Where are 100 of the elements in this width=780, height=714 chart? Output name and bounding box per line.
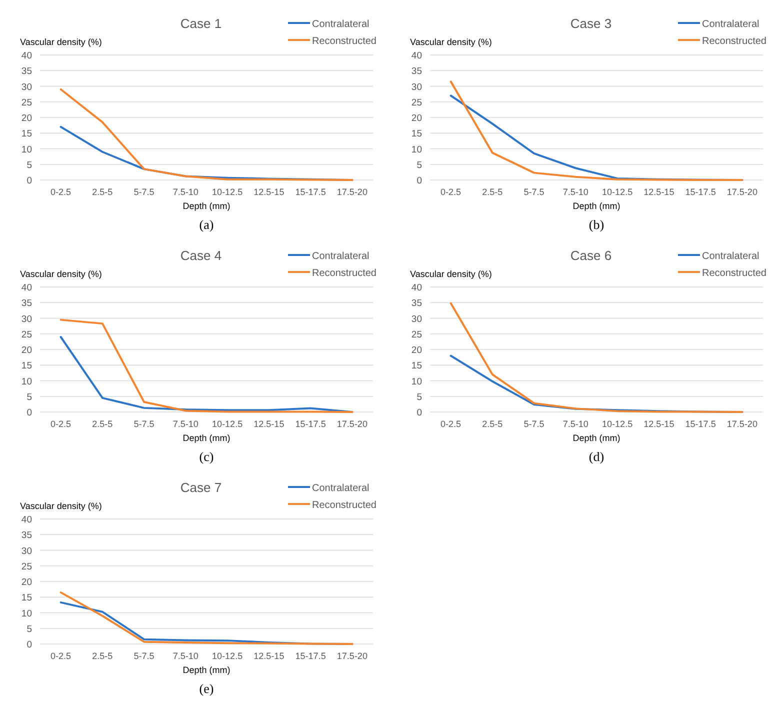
- y-tick-label: 10: [21, 144, 32, 156]
- x-tick-label: 15-17.5: [295, 187, 326, 197]
- y-tick-label: 5: [416, 160, 422, 171]
- y-axis-title: Vascular density (%): [20, 37, 102, 47]
- y-tick-label: 15: [411, 128, 422, 140]
- y-tick-label: 15: [21, 360, 32, 372]
- y-tick-label: 25: [21, 561, 32, 572]
- line-series: [60, 591, 354, 645]
- y-tick-label: 0: [26, 176, 32, 186]
- y-tick-label: 15: [21, 592, 32, 604]
- y-tick-label: 35: [21, 298, 32, 310]
- y-tick-label: 30: [411, 314, 422, 325]
- y-tick-label: 30: [411, 82, 422, 93]
- chart-title: Case 3: [570, 16, 612, 31]
- x-tick-label: 2.5-5: [482, 187, 503, 197]
- legend-label: Reconstructed: [312, 36, 376, 47]
- chart-title: Case 1: [180, 16, 222, 31]
- x-axis-title: Depth (mm): [572, 201, 620, 211]
- legend-label: Contralateral: [702, 19, 760, 30]
- x-tick-label: 2.5-5: [482, 419, 503, 429]
- x-tick-label: 0-2.5: [50, 651, 72, 661]
- y-tick-label: 25: [21, 97, 32, 108]
- chart-title: Case 4: [180, 248, 222, 263]
- legend-label: Reconstructed: [312, 268, 376, 279]
- x-tick-label: 12.5-15: [644, 187, 674, 197]
- y-tick-label: 15: [411, 360, 422, 372]
- x-tick-label: 2.5-5: [92, 651, 113, 661]
- x-tick-label: 17.5-20: [726, 187, 758, 197]
- x-tick-label: 15-17.5: [685, 419, 716, 429]
- y-tick-label: 30: [21, 314, 32, 325]
- line-series: [60, 318, 354, 413]
- x-tick-label: 7.5-10: [172, 419, 198, 429]
- y-tick-label: 35: [411, 66, 422, 78]
- legend-label: Contralateral: [312, 19, 370, 30]
- text: (c): [199, 449, 214, 464]
- y-tick-label: 40: [21, 282, 32, 294]
- y-tick-label: 40: [21, 514, 32, 526]
- chart-title: Case 7: [180, 480, 222, 495]
- chart-title: Case 6: [570, 248, 612, 263]
- y-tick-label: 5: [26, 392, 32, 403]
- line-series: [450, 302, 744, 413]
- x-tick-label: 5-7.5: [134, 187, 154, 197]
- x-axis-title: Depth (mm): [182, 433, 230, 443]
- legend-label: Contralateral: [312, 251, 370, 262]
- x-tick-label: 10-12.5: [602, 187, 633, 197]
- y-tick-label: 40: [411, 282, 422, 294]
- y-tick-label: 10: [21, 376, 32, 388]
- y-tick-label: 20: [21, 113, 32, 124]
- y-axis-title: Vascular density (%): [410, 37, 492, 47]
- x-tick-label: 5-7.5: [524, 419, 544, 429]
- x-tick-label: 5-7.5: [524, 187, 544, 197]
- y-tick-label: 0: [416, 408, 422, 418]
- legend-label: Reconstructed: [702, 268, 766, 279]
- x-tick-label: 5-7.5: [134, 651, 154, 661]
- x-tick-label: 10-12.5: [212, 187, 243, 197]
- x-tick-label: 7.5-10: [172, 651, 198, 661]
- x-tick-label: 17.5-20: [336, 419, 368, 429]
- y-tick-label: 5: [26, 160, 32, 171]
- x-tick-label: 5-7.5: [134, 419, 154, 429]
- x-tick-label: 17.5-20: [336, 651, 368, 661]
- y-tick-label: 10: [411, 376, 422, 388]
- y-tick-label: 0: [26, 640, 32, 650]
- x-tick-label: 10-12.5: [212, 651, 243, 661]
- x-axis-title: Depth (mm): [182, 201, 230, 211]
- y-tick-label: 25: [411, 329, 422, 340]
- line-series: [60, 88, 354, 181]
- x-tick-label: 2.5-5: [92, 419, 113, 429]
- x-tick-label: 12.5-15: [254, 419, 284, 429]
- x-tick-label: 17.5-20: [336, 187, 368, 197]
- x-tick-label: 7.5-10: [172, 187, 198, 197]
- x-tick-label: 10-12.5: [602, 419, 633, 429]
- text: (b): [588, 217, 604, 232]
- y-tick-label: 25: [21, 329, 32, 340]
- legend-label: Contralateral: [702, 251, 760, 262]
- y-tick-label: 30: [21, 546, 32, 557]
- y-tick-label: 40: [21, 50, 32, 62]
- legend-label: Reconstructed: [312, 500, 376, 511]
- y-tick-label: 35: [411, 298, 422, 310]
- x-tick-label: 12.5-15: [254, 651, 284, 661]
- x-tick-label: 15-17.5: [295, 651, 326, 661]
- x-tick-label: 0-2.5: [50, 419, 72, 429]
- x-tick-label: 0-2.5: [440, 419, 462, 429]
- x-tick-label: 7.5-10: [562, 187, 588, 197]
- text: (e): [199, 681, 214, 696]
- x-axis-title: Depth (mm): [182, 665, 230, 675]
- y-tick-label: 40: [411, 50, 422, 62]
- x-tick-label: 10-12.5: [212, 419, 243, 429]
- y-axis-title: Vascular density (%): [410, 269, 492, 279]
- text: (d): [588, 449, 604, 464]
- x-tick-label: 17.5-20: [726, 419, 758, 429]
- text: (a): [199, 217, 214, 232]
- y-tick-label: 35: [21, 530, 32, 542]
- y-tick-label: 30: [21, 82, 32, 93]
- y-tick-label: 35: [21, 66, 32, 78]
- x-tick-label: 15-17.5: [685, 187, 716, 197]
- y-tick-label: 10: [21, 608, 32, 620]
- y-tick-label: 5: [416, 392, 422, 403]
- y-axis-title: Vascular density (%): [20, 269, 102, 279]
- y-tick-label: 25: [411, 97, 422, 108]
- y-tick-label: 20: [411, 345, 422, 356]
